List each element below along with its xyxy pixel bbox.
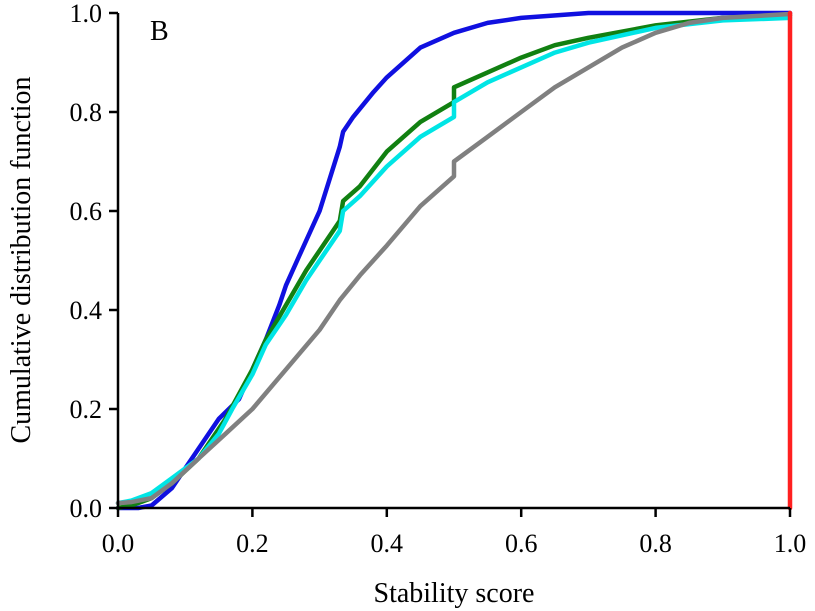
ticks-layer: 0.0 0.2 0.4 0.6 0.8 1.0 0.0 0.2 0.4 0.6 0.8 1.0	[70, 0, 807, 558]
x-tick-label: 0.4	[371, 529, 404, 558]
x-tick-label: 1.0	[774, 529, 807, 558]
x-axis-title: Stability score	[374, 578, 535, 609]
series-layer	[115, 10, 793, 511]
x-tick-label: 0.8	[639, 529, 672, 558]
y-tick-label: 0.0	[70, 494, 103, 523]
x-tick-label: 0.2	[236, 529, 269, 558]
axes-layer	[116, 13, 790, 510]
panel-label: B	[150, 16, 169, 47]
y-axis-title: Cumulative distribution function	[6, 76, 37, 443]
y-tick-label: 0.4	[70, 296, 103, 325]
x-tick-label: 0.0	[102, 529, 135, 558]
series-line-gray	[115, 11, 793, 506]
y-tick-label: 0.2	[70, 395, 103, 424]
x-tick-label: 0.6	[505, 529, 538, 558]
y-tick-label: 1.0	[70, 0, 103, 28]
y-tick-label: 0.8	[70, 98, 103, 127]
y-tick-label: 0.6	[70, 197, 103, 226]
